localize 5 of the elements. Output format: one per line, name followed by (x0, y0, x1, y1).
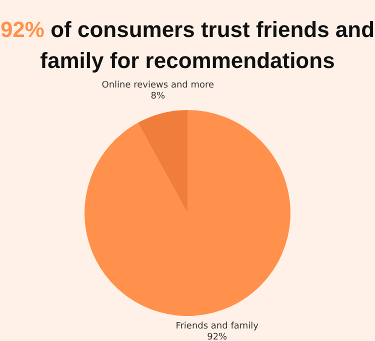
chart-title: 92% of consumers trust friends and family for recommendations (0, 17, 375, 73)
slice-label: Friends and family (176, 321, 260, 332)
slice-label: Online reviews and more (102, 80, 215, 91)
data-label: 8% (150, 92, 166, 102)
data-label: 92% (207, 332, 228, 341)
